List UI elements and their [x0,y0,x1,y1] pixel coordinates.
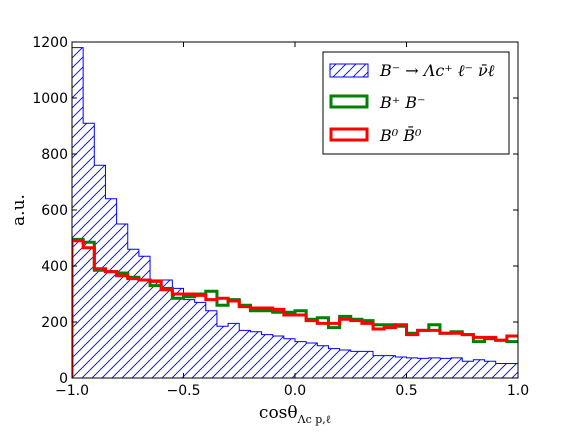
x-axis-ticks: −1.0 −0.5 0.0 0.5 1.0 [55,42,529,399]
y-tick-label: 200 [41,315,68,331]
histogram-series-2 [72,239,518,378]
y-tick-label: 1000 [32,91,68,107]
legend-swatch-b0-b0bar [329,127,369,142]
legend-swatch-signal [329,63,369,78]
x-axis-title: cosθΛc p,ℓ [259,403,331,426]
legend-label-b0-b0bar: B⁰ B̄⁰ [379,124,422,145]
y-axis-title: a.u. [9,194,29,226]
plot-series [72,47,518,378]
y-tick-label: 600 [41,203,68,219]
x-tick-label: 0.0 [284,383,306,399]
x-tick-label: −1.0 [55,383,89,399]
y-tick-label: 800 [41,147,68,163]
x-axis-title-main: cosθ [259,403,298,423]
x-tick-label: −0.5 [167,383,201,399]
x-tick-label: 1.0 [507,383,529,399]
legend: B⁻ → Λc⁺ ℓ⁻ ν̄ℓ B⁺ B⁻ B⁰ B̄⁰ [322,51,510,155]
legend-label-signal: B⁻ → Λc⁺ ℓ⁻ ν̄ℓ [379,61,495,80]
y-axis-ticks: 0 200 400 600 800 1000 1200 [32,35,518,387]
legend-label-bplus-bminus: B⁺ B⁻ [379,93,426,112]
x-axis-title-sub: Λc p,ℓ [297,413,331,426]
x-tick-label: 0.5 [395,383,417,399]
y-tick-label: 0 [59,371,68,387]
y-tick-label: 1200 [32,35,68,51]
y-tick-label: 400 [41,259,68,275]
legend-swatch-bplus-bminus [329,94,369,109]
